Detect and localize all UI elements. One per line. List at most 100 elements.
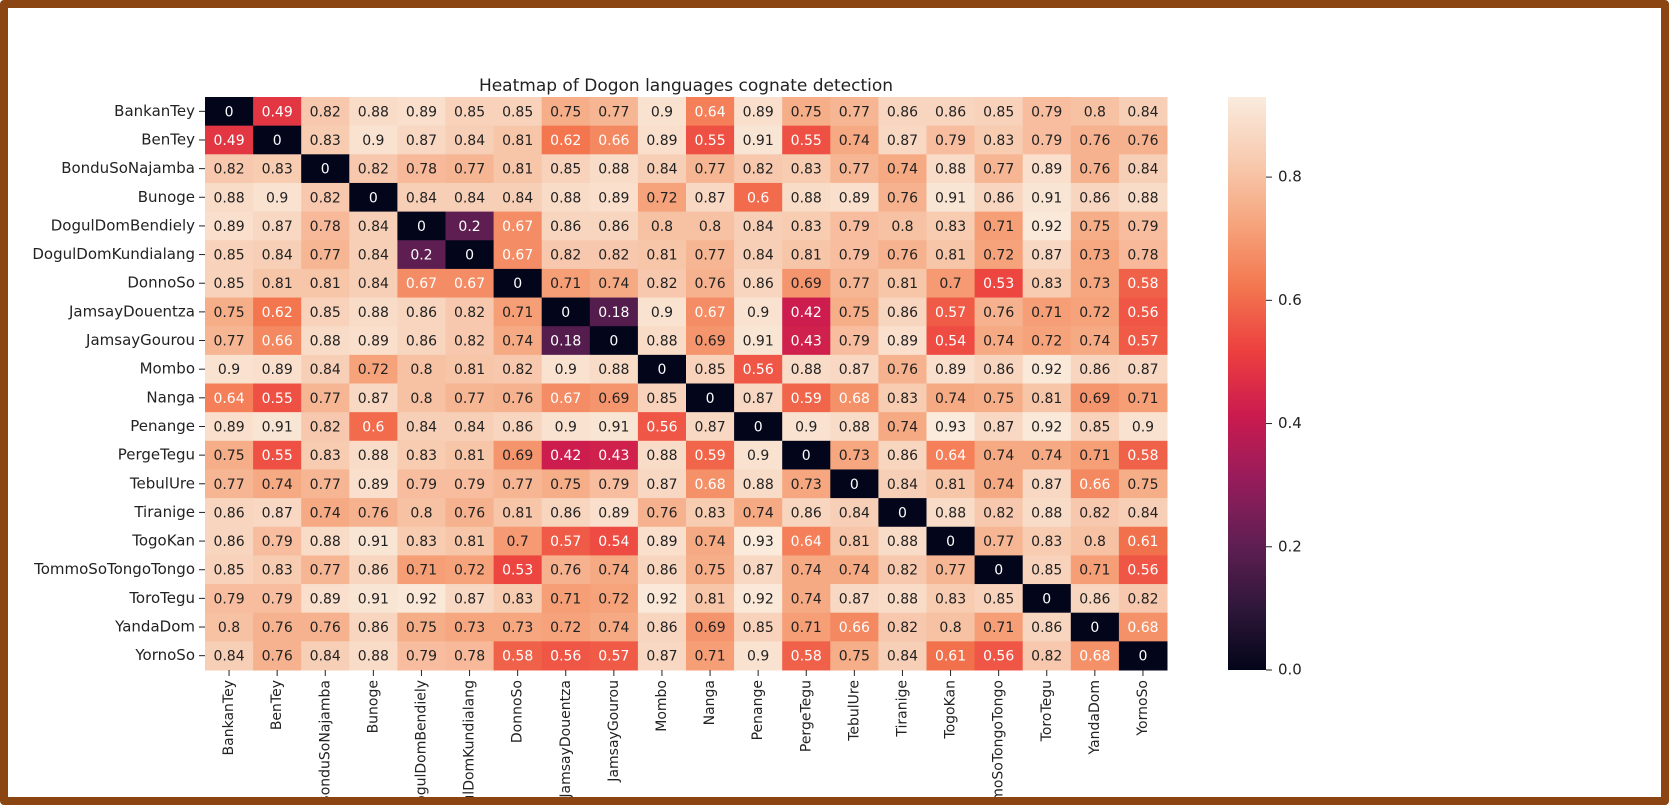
cell-label: 0.55 — [791, 133, 822, 149]
heatmap-cell — [734, 125, 783, 155]
heatmap-cell — [397, 440, 446, 470]
heatmap-cell — [301, 412, 350, 442]
cell-label: 0.88 — [598, 362, 629, 378]
cell-label: 0.72 — [983, 248, 1014, 264]
cell-label: 0.87 — [1127, 362, 1158, 378]
heatmap-cell — [686, 268, 735, 299]
cell-label: 0.84 — [454, 133, 485, 149]
cell-label: 0.82 — [1127, 591, 1158, 607]
y-tick-label: TommoSoTongoTongo — [33, 560, 195, 578]
cell-label: 0.86 — [1079, 362, 1110, 378]
cell-label: 0.74 — [983, 334, 1014, 350]
cell-label: 0.87 — [694, 419, 725, 435]
heatmap-cell — [1070, 240, 1120, 270]
heatmap-cell — [878, 240, 927, 270]
cell-label: 0.67 — [550, 391, 581, 407]
y-tick-label: BenTey — [141, 130, 195, 148]
cell-label: 0.6 — [747, 190, 769, 206]
cell-label: 0.84 — [358, 248, 389, 264]
heatmap-cell — [205, 412, 254, 442]
heatmap-cell — [734, 268, 783, 299]
heatmap-cell — [1022, 97, 1072, 127]
heatmap-cell — [637, 297, 687, 327]
heatmap-cell — [205, 526, 254, 556]
cell-label: 0.9 — [747, 448, 769, 464]
heatmap-cell — [1022, 498, 1072, 528]
heatmap-cell — [301, 354, 350, 384]
cell-label: 0.79 — [1031, 104, 1062, 120]
cell-label: 0.84 — [213, 649, 244, 665]
heatmap-cell — [686, 154, 735, 184]
heatmap-cell — [878, 526, 927, 556]
heatmap-cell — [253, 641, 302, 671]
cell-label: 0 — [802, 448, 811, 464]
heatmap-cell — [301, 326, 350, 356]
heatmap-cell — [589, 97, 639, 127]
heatmap-cell — [541, 555, 591, 585]
heatmap-cell — [397, 612, 446, 642]
heatmap-cell — [926, 526, 976, 556]
cell-label: 0.81 — [935, 477, 966, 493]
cell-label: 0.85 — [646, 391, 677, 407]
heatmap-cell — [878, 641, 927, 671]
cell-label: 0.59 — [694, 448, 725, 464]
cell-label: 0 — [417, 219, 426, 235]
heatmap-cell — [734, 612, 783, 642]
heatmap-cell — [686, 240, 735, 270]
cell-label: 0 — [754, 419, 763, 435]
heatmap-cell — [253, 383, 302, 413]
heatmap-cell — [926, 641, 976, 671]
cell-label: 0.88 — [646, 334, 677, 350]
heatmap-cell — [493, 297, 543, 327]
cell-label: 0.42 — [791, 305, 822, 321]
cell-label: 0.56 — [1127, 305, 1158, 321]
cell-label: 0.77 — [310, 248, 341, 264]
heatmap-cell — [1022, 354, 1072, 384]
cell-label: 0.62 — [262, 305, 293, 321]
heatmap-cell — [301, 297, 350, 327]
cell-label: 0.78 — [1127, 248, 1158, 264]
heatmap-cell — [301, 240, 350, 270]
cell-label: 0.84 — [262, 248, 293, 264]
cell-label: 0.77 — [454, 391, 485, 407]
cell-label: 0.8 — [1084, 534, 1106, 550]
cell-label: 0.82 — [310, 190, 341, 206]
heatmap-cell — [686, 440, 735, 470]
heatmap-cell — [686, 125, 735, 155]
x-tick-label: TebulUre — [846, 680, 862, 742]
cell-label: 0.71 — [1127, 391, 1158, 407]
heatmap-cell — [734, 354, 783, 384]
cell-label: 0.84 — [406, 419, 437, 435]
heatmap-cell — [397, 297, 446, 327]
heatmap-cell — [782, 125, 831, 155]
cell-label: 0.86 — [887, 104, 918, 120]
cell-label: 0.87 — [887, 133, 918, 149]
cell-label: 0.71 — [1031, 305, 1062, 321]
cell-label: 0.86 — [550, 505, 581, 521]
heatmap-cell — [253, 584, 302, 614]
cell-label: 0.88 — [935, 162, 966, 178]
cell-label: 0.77 — [213, 334, 244, 350]
heatmap-cell — [445, 154, 495, 184]
heatmap-cell — [974, 641, 1024, 671]
cell-label: 0.74 — [310, 505, 341, 521]
cell-label: 0.74 — [743, 505, 774, 521]
heatmap-cell — [445, 97, 495, 127]
cell-label: 0.82 — [310, 104, 341, 120]
x-tick-label: JamsayDouentza — [558, 680, 574, 799]
heatmap-cell — [782, 498, 831, 528]
heatmap-cell — [926, 354, 976, 384]
cell-label: 0.89 — [935, 362, 966, 378]
cell-label: 0 — [273, 133, 282, 149]
heatmap-cell — [926, 412, 976, 442]
cell-label: 0.8 — [939, 620, 961, 636]
cell-label: 0 — [609, 334, 618, 350]
cell-label: 0.8 — [891, 219, 913, 235]
heatmap-cell — [205, 584, 254, 614]
heatmap-cell — [926, 498, 976, 528]
heatmap-cell — [637, 526, 687, 556]
cell-label: 0 — [706, 391, 715, 407]
cell-label: 0.75 — [406, 620, 437, 636]
x-tick-label: ToroTegu — [1039, 680, 1055, 742]
cell-label: 0.86 — [935, 104, 966, 120]
